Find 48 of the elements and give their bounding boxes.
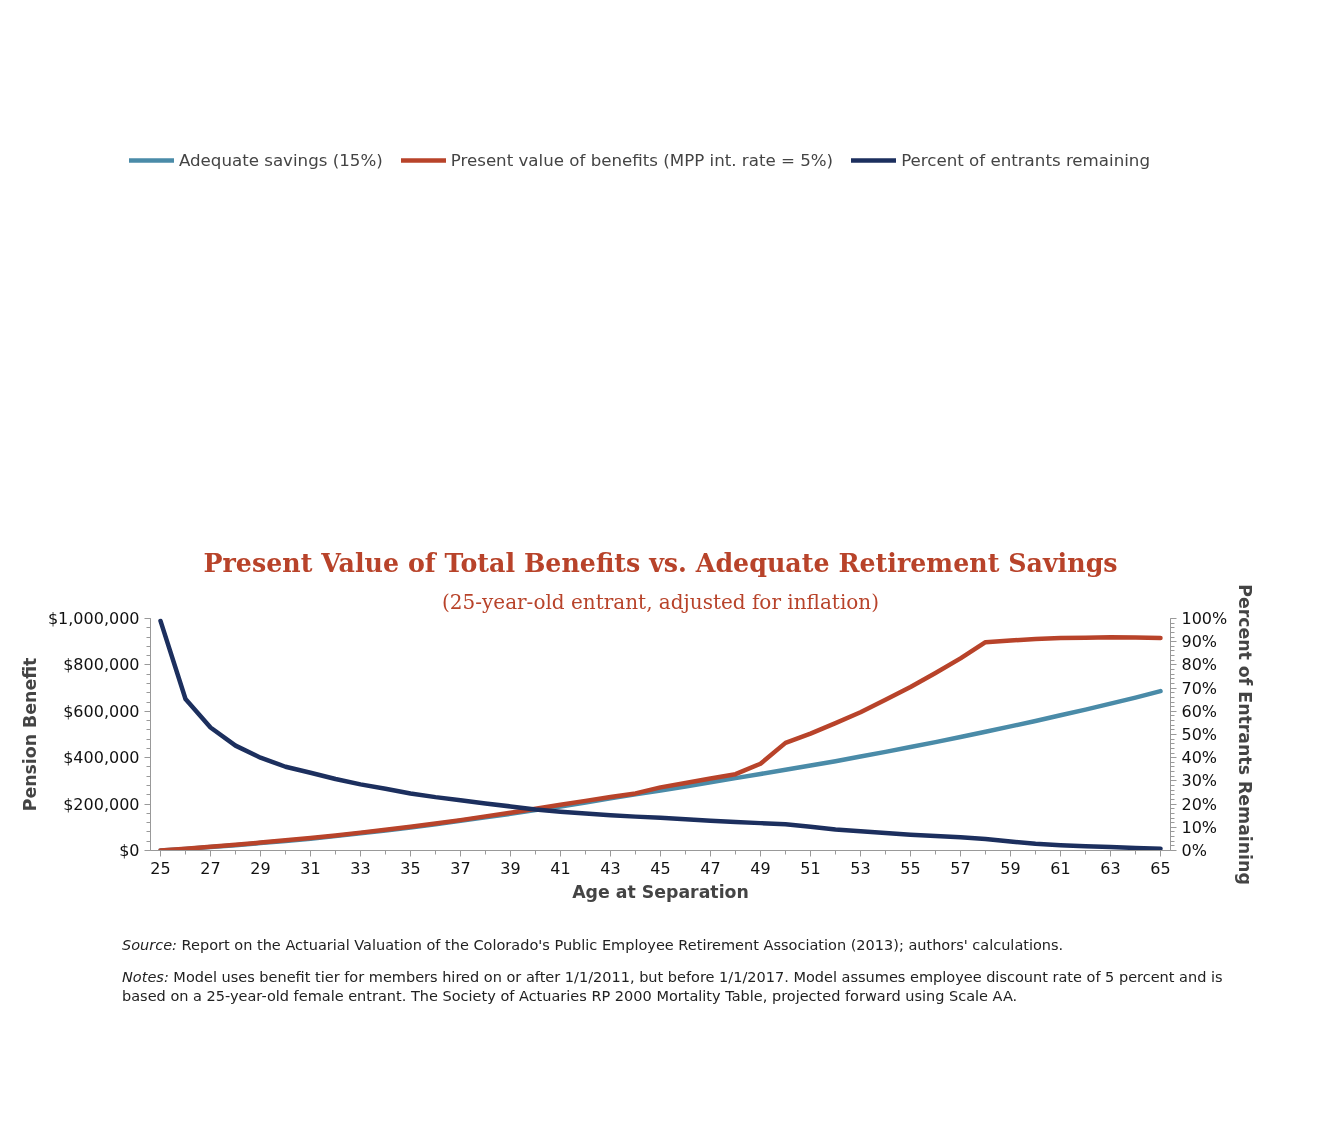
y-axis-title: Pension Benefit [19,657,40,812]
x-tick-label: 37 [450,858,471,878]
y-tick-label: $800,000 [63,655,140,675]
x-tick-label: 47 [700,858,721,878]
y-tick-label: $1,000,000 [47,609,140,628]
x-tick-label: 27 [200,858,221,878]
x-tick-label: 59 [1000,858,1021,878]
x-tick-label: 25 [150,858,171,878]
x-tick-label: 55 [900,858,921,878]
y2-tick-label: 20% [1181,794,1218,814]
y-tick-label: $600,000 [63,701,140,721]
y2-axis-title: Percent of Entrants Remaining [1235,584,1256,885]
x-tick-label: 29 [250,858,271,878]
y-tick-label: $0 [119,841,140,860]
y2-tick-label: 90% [1181,632,1218,652]
y2-tick-label: 10% [1181,817,1218,837]
y2-tick-label: 60% [1181,701,1218,721]
x-tick-label: 35 [400,858,421,878]
legend-label: Adequate savings (15%) [178,150,383,170]
chart-title: Present Value of Total Benefits vs. Adequate Retirement Savings [203,547,1118,578]
y-tick-label: $400,000 [63,748,140,768]
y2-tick-label: 50% [1181,725,1218,744]
y2-tick-label: 0% [1181,841,1207,860]
source-note: Source: Report on the Actuarial Valuation of the Colorado's Public Employee Retirement Association (2013); authors' calculations. [122,936,1064,955]
x-tick-label: 39 [500,858,521,878]
x-axis-title: Age at Separation [572,881,749,902]
legend-label: Percent of entrants remaining [901,150,1150,170]
y2-tick-label: 40% [1181,748,1218,768]
y2-tick-label: 100% [1181,609,1228,628]
x-tick-label: 49 [750,858,771,878]
y-tick-label: $200,000 [63,794,140,814]
x-tick-label: 53 [850,858,871,878]
x-tick-label: 57 [950,858,971,878]
y2-tick-label: 80% [1181,655,1218,675]
x-tick-label: 33 [350,858,371,878]
x-tick-label: 41 [550,858,571,878]
y2-tick-label: 30% [1181,771,1218,791]
legend-label: Present value of benefits (MPP int. rate = 5%) [450,150,834,170]
chart-subtitle: (25-year-old entrant, adjusted for inflation) [441,589,880,614]
x-tick-label: 43 [600,858,621,878]
y2-tick-label: 70% [1181,678,1218,698]
x-tick-label: 31 [300,858,321,878]
x-tick-label: 63 [1100,858,1121,878]
text: Notes: Model uses benefit tier for members hired on or after 1/1/2011, but before 1/1/2017. Model assumes employee discount rate of 5 percent and is based on a 25-year-old female entrant. The Society of Actuaries RP 2000 Mortality Table, projected forward using Scale AA. [122,967,1224,1007]
x-tick-label: 61 [1050,858,1071,878]
x-tick-label: 45 [650,858,671,878]
x-tick-label: 65 [1150,858,1171,878]
x-tick-label: 51 [800,858,821,878]
